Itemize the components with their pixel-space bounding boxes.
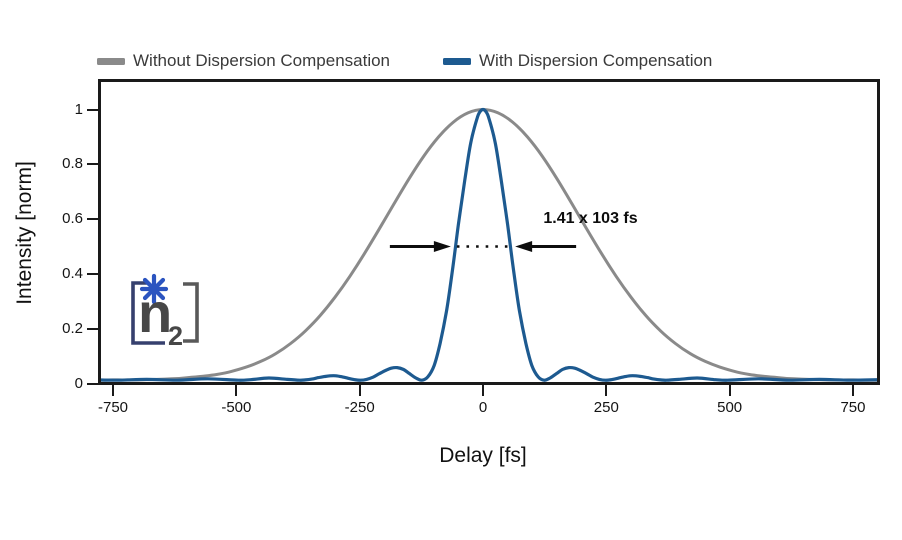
logo-letter-n: n [138,281,172,344]
logo-left-bracket [131,281,165,345]
x-tick-mark [728,385,731,396]
plot-area-frame [98,79,880,385]
legend-label: With Dispersion Compensation [479,51,713,70]
y-tick-label: 0 [74,374,83,392]
y-tick-mark [87,108,98,111]
curve-with-compensation [101,107,877,382]
x-tick-label: 0 [478,399,488,416]
x-tick-label: 750 [840,399,866,416]
x-tick-mark [482,385,484,396]
logo-asterisk-icon [139,273,169,305]
y-tick-mark [87,382,98,385]
x-tick-mark [112,385,115,396]
y-tick-label: 0.8 [62,155,83,173]
x-tick-label: -250 [344,399,375,416]
legend-item-without-compensation: Without Dispersion Compensation [97,51,390,71]
y-tick-label: 0.4 [62,264,83,282]
y-tick-label: 0.2 [62,319,83,337]
y-tick-mark [87,327,98,330]
legend-label: Without Dispersion Compensation [133,51,391,70]
fwhm-value-label: 1.41 x 103 fs [543,210,638,227]
y-tick-label: 1 [74,100,83,118]
x-tick-label: -500 [221,399,252,416]
x-tick-label: 250 [593,399,619,416]
logo-subscript-2: 2 [168,321,183,351]
x-tick-mark [358,385,361,396]
x-tick-label: 500 [717,399,743,416]
x-tick-mark [605,385,608,396]
fwhm-annotation [389,241,577,252]
logo-right-bracket [183,282,199,343]
fwhm-left-arrowhead-icon [433,241,451,252]
y-tick-label: 0.6 [62,210,83,228]
fwhm-right-arrowhead-icon [515,241,533,252]
legend-swatch-blue [443,57,471,65]
y-tick-mark [87,163,98,166]
y-axis-title-text: Intensity [norm] [13,161,36,305]
x-axis-title: Delay [fs] [439,444,527,467]
y-tick-mark [87,218,98,221]
y-tick-mark [87,272,98,275]
x-tick-mark [851,385,854,396]
x-tick-mark [235,385,238,396]
x-tick-label: -750 [98,399,129,416]
legend-item-with-compensation: With Dispersion Compensation [443,51,712,71]
legend-swatch-gray [97,57,125,65]
n2-logo: n 2 [131,273,199,351]
